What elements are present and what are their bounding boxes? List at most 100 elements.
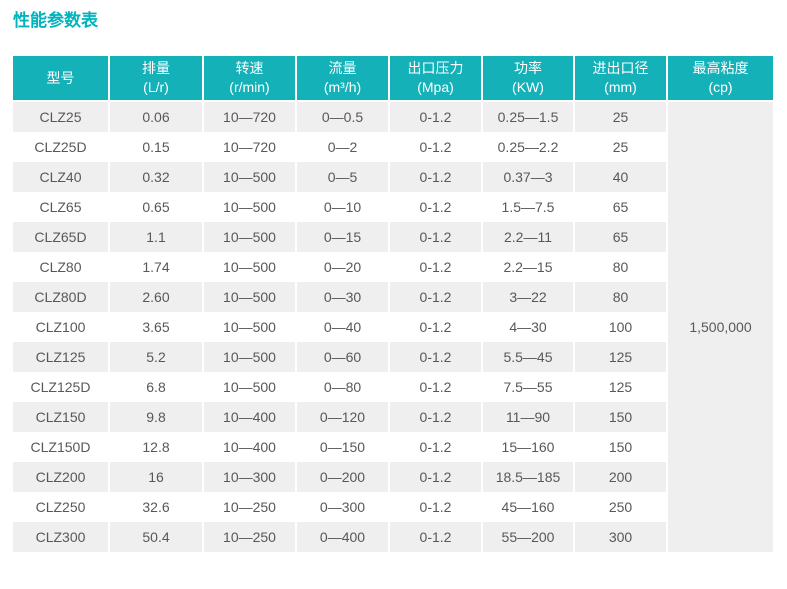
performance-parameter-table: 型号 排量 (L/r) 转速 (r/min) 流量 (m³/h) 出口压力 (Mpa) 功率 (KW…: [11, 56, 775, 552]
table-row: CLZ100 3.65 10—500 0—40 0-1.2 4—30 100: [13, 312, 773, 342]
displacement-cell: 9.8: [110, 402, 202, 432]
pressure-cell: 0-1.2: [390, 492, 481, 522]
diameter-cell: 150: [575, 402, 666, 432]
max-viscosity-cell: 1,500,000: [668, 102, 773, 552]
column-header-speed: 转速 (r/min): [204, 56, 295, 102]
column-header-displacement: 排量 (L/r): [110, 56, 202, 102]
flow-cell: 0—10: [297, 192, 388, 222]
model-cell: CLZ25: [13, 102, 108, 132]
column-unit: (cp): [708, 79, 733, 95]
model-cell: CLZ250: [13, 492, 108, 522]
diameter-cell: 125: [575, 342, 666, 372]
table-row: CLZ125 5.2 10—500 0—60 0-1.2 5.5—45 125: [13, 342, 773, 372]
model-cell: CLZ150D: [13, 432, 108, 462]
diameter-cell: 40: [575, 162, 666, 192]
displacement-cell: 0.32: [110, 162, 202, 192]
flow-cell: 0—5: [297, 162, 388, 192]
displacement-cell: 32.6: [110, 492, 202, 522]
diameter-cell: 25: [575, 132, 666, 162]
speed-cell: 10—500: [204, 162, 295, 192]
power-cell: 0.37—3: [483, 162, 573, 192]
diameter-cell: 250: [575, 492, 666, 522]
table-row: CLZ25 0.06 10—720 0—0.5 0-1.2 0.25—1.5 25 1,500…: [13, 102, 773, 552]
power-cell: 11—90: [483, 402, 573, 432]
displacement-cell: 0.06: [110, 102, 202, 132]
speed-cell: 10—400: [204, 432, 295, 462]
column-header-model: 型号: [13, 56, 108, 102]
flow-cell: 0—300: [297, 492, 388, 522]
table-row: CLZ300 50.4 10—250 0—400 0-1.2 55—200 300: [13, 522, 773, 552]
model-cell: CLZ80D: [13, 282, 108, 312]
speed-cell: 10—250: [204, 522, 295, 552]
table-row: CLZ65D 1.1 10—500 0—15 0-1.2 2.2—11 65: [13, 222, 773, 252]
pressure-cell: 0-1.2: [390, 462, 481, 492]
column-unit: (L/r): [143, 79, 169, 95]
pressure-cell: 0-1.2: [390, 522, 481, 552]
speed-cell: 10—250: [204, 492, 295, 522]
power-cell: 0.25—2.2: [483, 132, 573, 162]
flow-cell: 0—120: [297, 402, 388, 432]
power-cell: 15—160: [483, 432, 573, 462]
flow-cell: 0—400: [297, 522, 388, 552]
speed-cell: 10—500: [204, 192, 295, 222]
flow-cell: 0—40: [297, 312, 388, 342]
column-label: 型号: [46, 69, 75, 86]
displacement-cell: 12.8: [110, 432, 202, 462]
diameter-cell: 65: [575, 192, 666, 222]
column-header-diameter: 进出口径 (mm): [575, 56, 666, 102]
column-header-viscosity: 最高粘度 (cp): [668, 56, 773, 102]
power-cell: 18.5—185: [483, 462, 573, 492]
table-row: CLZ80D 2.60 10—500 0—30 0-1.2 3—22 80: [13, 282, 773, 312]
power-cell: 0.25—1.5: [483, 102, 573, 132]
diameter-cell: 25: [575, 102, 666, 132]
column-unit: (m³/h): [323, 79, 362, 95]
model-cell: CLZ125D: [13, 372, 108, 402]
speed-cell: 10—300: [204, 462, 295, 492]
table-row: CLZ40 0.32 10—500 0—5 0-1.2 0.37—3 40: [13, 162, 773, 192]
flow-cell: 0—80: [297, 372, 388, 402]
speed-cell: 10—500: [204, 312, 295, 342]
diameter-cell: 80: [575, 282, 666, 312]
displacement-cell: 3.65: [110, 312, 202, 342]
diameter-cell: 150: [575, 432, 666, 462]
pressure-cell: 0-1.2: [390, 222, 481, 252]
column-label: 最高粘度: [692, 60, 749, 76]
pressure-cell: 0-1.2: [390, 132, 481, 162]
power-cell: 2.2—11: [483, 222, 573, 252]
diameter-cell: 300: [575, 522, 666, 552]
pressure-cell: 0-1.2: [390, 252, 481, 282]
column-label: 转速: [235, 60, 264, 76]
model-cell: CLZ125: [13, 342, 108, 372]
table-row: CLZ80 1.74 10—500 0—20 0-1.2 2.2—15 80: [13, 252, 773, 282]
column-unit: (Mpa): [417, 79, 454, 95]
table-row: CLZ200 16 10—300 0—200 0-1.2 18.5—185 200: [13, 462, 773, 492]
column-header-pressure: 出口压力 (Mpa): [390, 56, 481, 102]
speed-cell: 10—500: [204, 372, 295, 402]
column-label: 功率: [514, 60, 542, 76]
power-cell: 5.5—45: [483, 342, 573, 372]
model-cell: CLZ65D: [13, 222, 108, 252]
displacement-cell: 5.2: [110, 342, 202, 372]
speed-cell: 10—400: [204, 402, 295, 432]
displacement-cell: 0.65: [110, 192, 202, 222]
displacement-cell: 2.60: [110, 282, 202, 312]
model-cell: CLZ25D: [13, 132, 108, 162]
diameter-cell: 65: [575, 222, 666, 252]
power-cell: 7.5—55: [483, 372, 573, 402]
flow-cell: 0—0.5: [297, 102, 388, 132]
displacement-cell: 16: [110, 462, 202, 492]
page: 性能参数表 型号 排量 (L/r) 转速 (r/min) 流量 (m³/h) 出口压力 (Mpa…: [0, 11, 787, 552]
displacement-cell: 6.8: [110, 372, 202, 402]
speed-cell: 10—720: [204, 102, 295, 132]
table-header-row: 型号 排量 (L/r) 转速 (r/min) 流量 (m³/h) 出口压力 (Mpa) 功率 (KW…: [13, 56, 773, 102]
diameter-cell: 80: [575, 252, 666, 282]
speed-cell: 10—500: [204, 282, 295, 312]
speed-cell: 10—500: [204, 222, 295, 252]
pressure-cell: 0-1.2: [390, 432, 481, 462]
diameter-cell: 125: [575, 372, 666, 402]
power-cell: 3—22: [483, 282, 573, 312]
column-unit: (KW): [512, 79, 544, 95]
speed-cell: 10—720: [204, 132, 295, 162]
displacement-cell: 50.4: [110, 522, 202, 552]
speed-cell: 10—500: [204, 342, 295, 372]
